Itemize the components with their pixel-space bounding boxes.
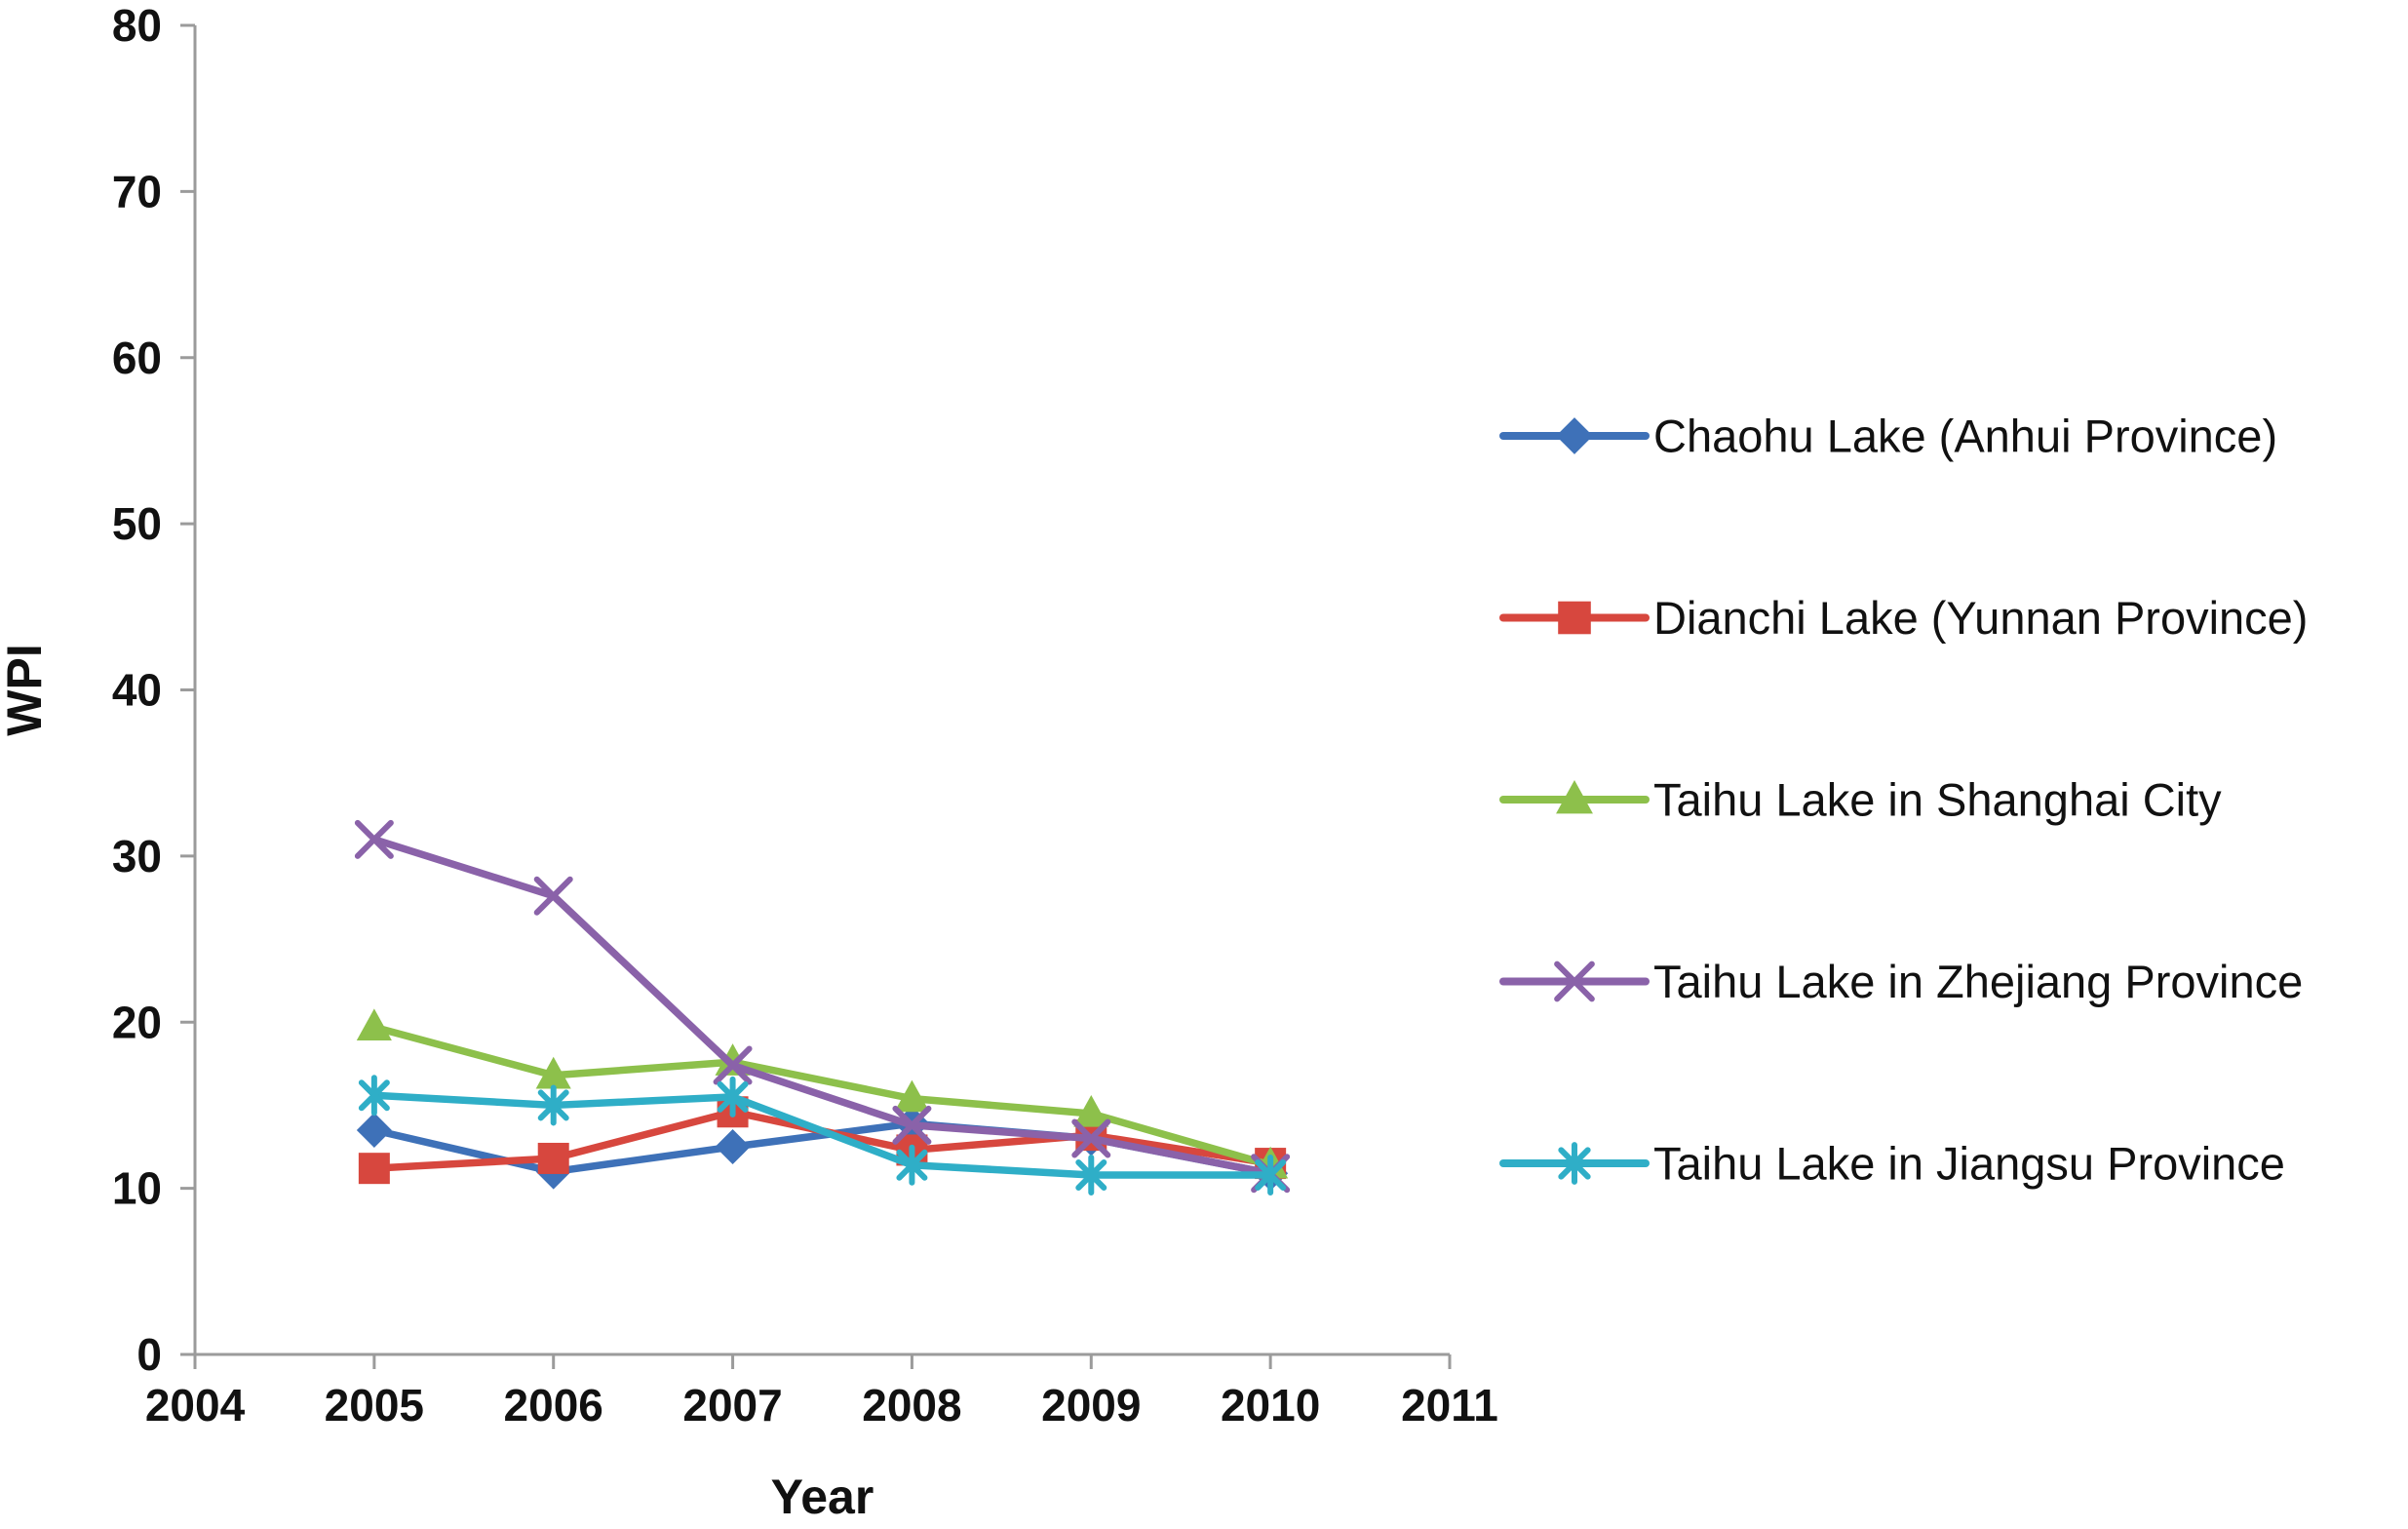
legend-item: Dianchi Lake (Yunnan Province) (1499, 592, 2308, 644)
legend-label: Taihu Lake in Shanghai City (1653, 774, 2222, 826)
y-tick-label: 30 (112, 831, 162, 882)
x-tick-label: 2008 (862, 1380, 961, 1431)
x-tick-label: 2009 (1041, 1380, 1141, 1431)
legend-label: Taihu Lake in Zhejiang Province (1653, 956, 2303, 1007)
marker-diamond-icon (1556, 417, 1593, 454)
y-tick-label: 70 (112, 166, 162, 216)
marker-triangle-icon (1556, 780, 1593, 814)
marker-diamond-icon (356, 1112, 392, 1148)
marker-square-icon (358, 1153, 390, 1185)
x-tick-label: 2006 (504, 1380, 603, 1431)
marker-asterisk-icon (717, 1076, 749, 1117)
axis-ticks (180, 23, 1452, 1369)
marker-triangle-icon (356, 1008, 392, 1041)
series-line (370, 1023, 1274, 1169)
marker-asterisk-icon (896, 1144, 928, 1186)
series-line (370, 1091, 1274, 1179)
marker-x-icon (1554, 961, 1595, 1002)
series-lines (354, 819, 1291, 1196)
legend-label: Dianchi Lake (Yunnan Province) (1653, 592, 2308, 644)
marker-x-icon (713, 1045, 753, 1085)
marker-asterisk-icon (537, 1084, 569, 1126)
series-line (370, 1108, 1274, 1172)
marker-asterisk-icon (358, 1075, 390, 1117)
marker-x-icon (892, 1105, 932, 1145)
marker-asterisk-icon (1075, 1154, 1107, 1196)
marker-triangle-icon (1073, 1094, 1109, 1127)
marker-x-icon (1071, 1118, 1111, 1158)
x-tick-label: 2010 (1221, 1380, 1320, 1431)
x-tick-label: 2011 (1401, 1380, 1498, 1431)
series-asterisk (358, 1075, 1287, 1196)
marker-diamond-icon (715, 1129, 751, 1165)
series-line (370, 836, 1274, 1178)
legend: Chaohu Lake (Anhui Province) Dianchi Lake… (1499, 411, 2308, 1190)
marker-asterisk-icon (1255, 1154, 1287, 1196)
marker-square-icon (1558, 601, 1591, 635)
axis-titles: WPI Year (0, 644, 874, 1524)
marker-triangle-icon (535, 1056, 571, 1089)
marker-x-icon (354, 819, 394, 859)
x-tick-label: 2007 (682, 1380, 782, 1431)
y-tick-label: 50 (112, 498, 162, 549)
legend-item: Taihu Lake in Shanghai City (1499, 774, 2222, 826)
y-tick-label: 0 (136, 1329, 162, 1380)
y-tick-label: 20 (112, 997, 162, 1047)
y-tick-label: 80 (112, 0, 162, 51)
marker-triangle-icon (894, 1079, 930, 1113)
x-axis-title: Year (771, 1470, 874, 1524)
y-tick-label: 40 (112, 665, 162, 716)
marker-x-icon (533, 876, 573, 916)
y-tick-label: 60 (112, 333, 162, 383)
legend-label: Taihu Lake in Jiangsu Province (1653, 1138, 2285, 1190)
legend-item: Chaohu Lake (Anhui Province) (1499, 411, 2277, 462)
series-square (358, 1096, 1287, 1185)
y-axis-title: WPI (0, 644, 52, 735)
legend-item: Taihu Lake in Jiangsu Province (1499, 1138, 2285, 1190)
y-tick-label: 10 (112, 1163, 162, 1214)
legend-item: Taihu Lake in Zhejiang Province (1499, 956, 2303, 1007)
axis-tick-labels: 0 10 20 30 40 50 60 70 80 2004 2005 2006 2007 2008 200… (112, 0, 1498, 1431)
x-tick-label: 2004 (145, 1380, 246, 1431)
legend-label: Chaohu Lake (Anhui Province) (1653, 411, 2277, 462)
marker-asterisk-icon (1558, 1142, 1591, 1185)
x-tick-label: 2005 (325, 1380, 424, 1431)
marker-square-icon (537, 1142, 569, 1174)
